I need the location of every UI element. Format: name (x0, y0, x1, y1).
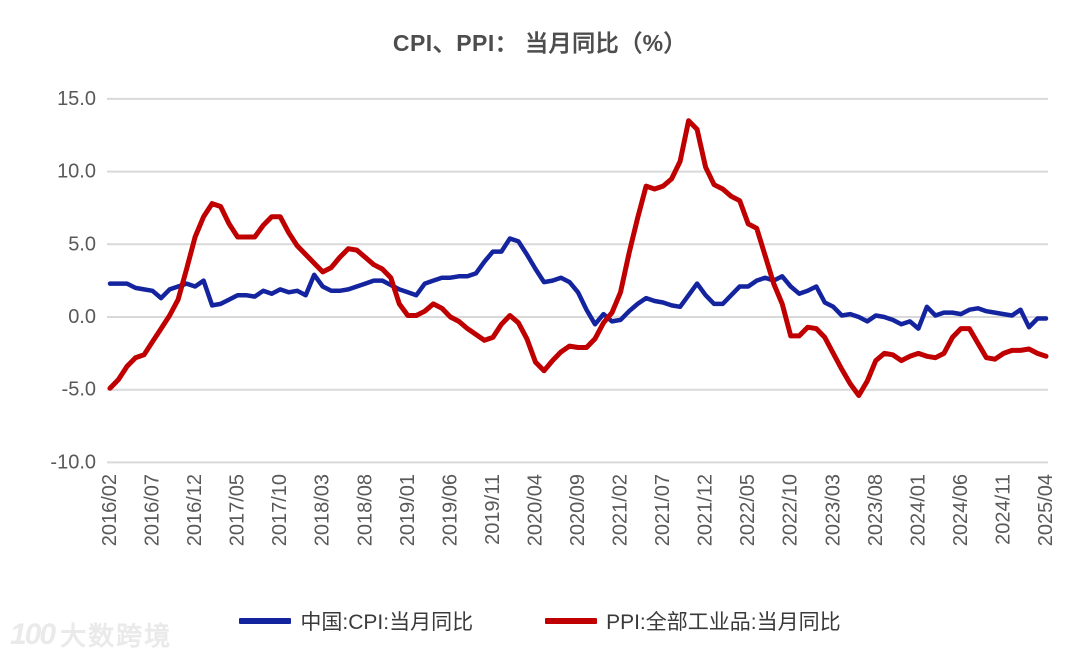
x-axis-tick-label: 2024/11 (993, 474, 1015, 545)
x-axis-tick-label: 2023/08 (865, 474, 887, 546)
watermark: 100 大数跨境 (10, 616, 172, 653)
ppi-legend-label: PPI:全部工业品:当月同比 (606, 611, 841, 634)
x-axis-tick-label: 2016/12 (184, 474, 206, 546)
x-axis-tick-label: 2020/09 (567, 474, 589, 546)
ppi-line-swatch-icon (545, 618, 598, 624)
legend-item-ppi: PPI:全部工业品:当月同比 (545, 606, 841, 636)
y-axis-tick-label: 15.0 (57, 88, 96, 110)
x-axis-tick-label: 2018/08 (354, 474, 376, 546)
x-axis-tick-label: 2024/01 (907, 474, 929, 546)
y-axis-tick-label: -5.0 (62, 379, 96, 401)
y-axis-tick-label: 0.0 (68, 306, 96, 328)
x-axis-tick-label: 2020/04 (525, 474, 547, 546)
x-axis-tick-label: 2017/10 (269, 474, 291, 546)
x-axis-tick-label: 2024/06 (950, 474, 972, 546)
watermark-logo-icon: 100 (10, 617, 56, 651)
x-axis-tick-label: 2022/05 (737, 474, 759, 546)
y-axis-tick-label: 10.0 (57, 161, 96, 183)
cpi-line-swatch-icon (239, 618, 292, 624)
x-axis-tick-label: 2019/06 (439, 474, 461, 546)
x-axis-tick-label: 2021/02 (610, 474, 632, 546)
y-axis-tick-label: -10.0 (50, 451, 96, 473)
cpi-legend-label: 中国:CPI:当月同比 (300, 611, 474, 634)
x-axis-tick-label: 2019/11 (482, 474, 504, 545)
cpi-line (107, 236, 1049, 331)
x-axis-tick-label: 2019/01 (397, 474, 419, 546)
x-axis-tick-label: 2018/03 (312, 474, 334, 546)
x-axis-tick-label: 2016/07 (142, 474, 164, 546)
x-axis-tick-label: 2021/07 (652, 474, 674, 546)
x-axis-tick-label: 2016/02 (99, 474, 121, 546)
x-axis-tick-label: 2025/04 (1035, 474, 1057, 546)
x-axis-tick-label: 2021/12 (695, 474, 717, 546)
x-axis-tick-label: 2022/10 (780, 474, 802, 546)
watermark-text: 大数跨境 (60, 621, 173, 651)
x-axis-tick-label: 2023/03 (822, 474, 844, 546)
y-axis-tick-label: 5.0 (68, 233, 96, 255)
chart-legend: 中国:CPI:当月同比 PPI:全部工业品:当月同比 (0, 606, 1080, 636)
ppi-line (107, 118, 1049, 398)
chart-title: CPI、PPI： 当月同比（%） (392, 30, 688, 56)
legend-item-cpi: 中国:CPI:当月同比 (239, 606, 473, 636)
x-axis-tick-label: 2017/05 (227, 474, 249, 546)
